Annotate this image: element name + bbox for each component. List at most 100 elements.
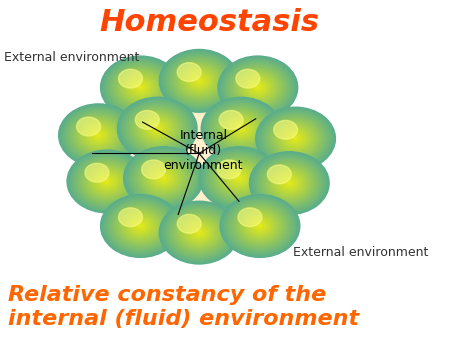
Circle shape bbox=[108, 200, 173, 252]
Circle shape bbox=[192, 75, 206, 86]
Circle shape bbox=[171, 59, 227, 103]
Circle shape bbox=[228, 64, 288, 111]
Circle shape bbox=[222, 59, 294, 116]
Circle shape bbox=[90, 129, 107, 142]
Circle shape bbox=[67, 150, 147, 213]
Circle shape bbox=[292, 136, 300, 142]
Circle shape bbox=[130, 107, 184, 150]
Circle shape bbox=[189, 225, 209, 240]
Circle shape bbox=[225, 62, 291, 113]
Circle shape bbox=[144, 163, 184, 194]
Circle shape bbox=[135, 222, 145, 230]
Circle shape bbox=[140, 87, 141, 88]
Circle shape bbox=[63, 107, 135, 164]
Circle shape bbox=[279, 126, 311, 151]
Circle shape bbox=[218, 56, 297, 119]
Circle shape bbox=[136, 84, 144, 91]
Circle shape bbox=[81, 121, 117, 149]
Circle shape bbox=[152, 125, 162, 132]
Circle shape bbox=[125, 148, 202, 209]
Circle shape bbox=[223, 60, 292, 115]
Circle shape bbox=[222, 114, 260, 144]
Circle shape bbox=[240, 73, 276, 101]
Circle shape bbox=[254, 221, 266, 231]
Circle shape bbox=[188, 72, 210, 90]
Circle shape bbox=[91, 169, 123, 194]
Circle shape bbox=[180, 66, 218, 96]
Circle shape bbox=[256, 156, 323, 210]
Circle shape bbox=[208, 154, 270, 202]
Circle shape bbox=[236, 176, 242, 180]
Circle shape bbox=[201, 148, 277, 208]
Circle shape bbox=[131, 219, 149, 233]
Circle shape bbox=[156, 172, 171, 185]
Circle shape bbox=[107, 61, 174, 114]
Circle shape bbox=[233, 205, 287, 247]
Circle shape bbox=[77, 119, 119, 152]
Circle shape bbox=[246, 215, 274, 237]
Circle shape bbox=[225, 199, 295, 254]
Circle shape bbox=[135, 156, 191, 200]
Circle shape bbox=[194, 229, 204, 237]
Circle shape bbox=[167, 56, 231, 106]
Circle shape bbox=[95, 172, 119, 191]
Circle shape bbox=[249, 152, 329, 214]
Circle shape bbox=[291, 135, 301, 143]
Circle shape bbox=[218, 111, 264, 147]
Circle shape bbox=[99, 175, 115, 188]
Circle shape bbox=[162, 177, 165, 179]
Circle shape bbox=[268, 117, 324, 161]
Circle shape bbox=[280, 176, 298, 190]
Circle shape bbox=[132, 109, 182, 148]
Circle shape bbox=[284, 130, 306, 147]
Circle shape bbox=[186, 222, 212, 243]
Circle shape bbox=[295, 138, 297, 139]
Circle shape bbox=[76, 157, 138, 206]
Circle shape bbox=[271, 119, 320, 158]
Circle shape bbox=[137, 85, 144, 90]
Circle shape bbox=[266, 164, 313, 202]
Circle shape bbox=[190, 225, 208, 240]
Circle shape bbox=[236, 70, 280, 105]
Circle shape bbox=[72, 114, 126, 156]
Circle shape bbox=[126, 104, 188, 153]
Circle shape bbox=[245, 214, 275, 238]
Circle shape bbox=[132, 220, 148, 232]
Circle shape bbox=[293, 137, 297, 140]
Circle shape bbox=[184, 69, 214, 93]
Circle shape bbox=[183, 68, 215, 93]
Circle shape bbox=[275, 172, 303, 194]
Circle shape bbox=[259, 110, 333, 168]
Circle shape bbox=[240, 210, 280, 242]
Circle shape bbox=[177, 63, 201, 81]
Text: Relative constancy of the
internal (fluid) environment: Relative constancy of the internal (flui… bbox=[9, 285, 360, 329]
Circle shape bbox=[277, 174, 301, 193]
Circle shape bbox=[107, 199, 174, 252]
Circle shape bbox=[175, 62, 223, 100]
Circle shape bbox=[84, 123, 113, 147]
Circle shape bbox=[122, 101, 192, 156]
Circle shape bbox=[230, 171, 248, 185]
Circle shape bbox=[283, 128, 309, 149]
Circle shape bbox=[226, 117, 256, 140]
Circle shape bbox=[215, 159, 263, 197]
Circle shape bbox=[175, 214, 223, 251]
Circle shape bbox=[133, 154, 194, 202]
Circle shape bbox=[110, 63, 171, 112]
Circle shape bbox=[144, 163, 182, 193]
Circle shape bbox=[195, 230, 203, 236]
Circle shape bbox=[122, 211, 159, 241]
Circle shape bbox=[153, 170, 175, 187]
Circle shape bbox=[274, 122, 316, 155]
Circle shape bbox=[191, 75, 207, 87]
Circle shape bbox=[88, 127, 109, 144]
Circle shape bbox=[75, 117, 122, 154]
Circle shape bbox=[230, 66, 286, 110]
Circle shape bbox=[222, 165, 256, 192]
Circle shape bbox=[273, 171, 305, 196]
Circle shape bbox=[258, 159, 320, 208]
Circle shape bbox=[149, 122, 165, 135]
Text: Internal
(fluid)
environment: Internal (fluid) environment bbox=[164, 129, 243, 172]
Circle shape bbox=[69, 112, 128, 159]
Circle shape bbox=[258, 224, 262, 227]
